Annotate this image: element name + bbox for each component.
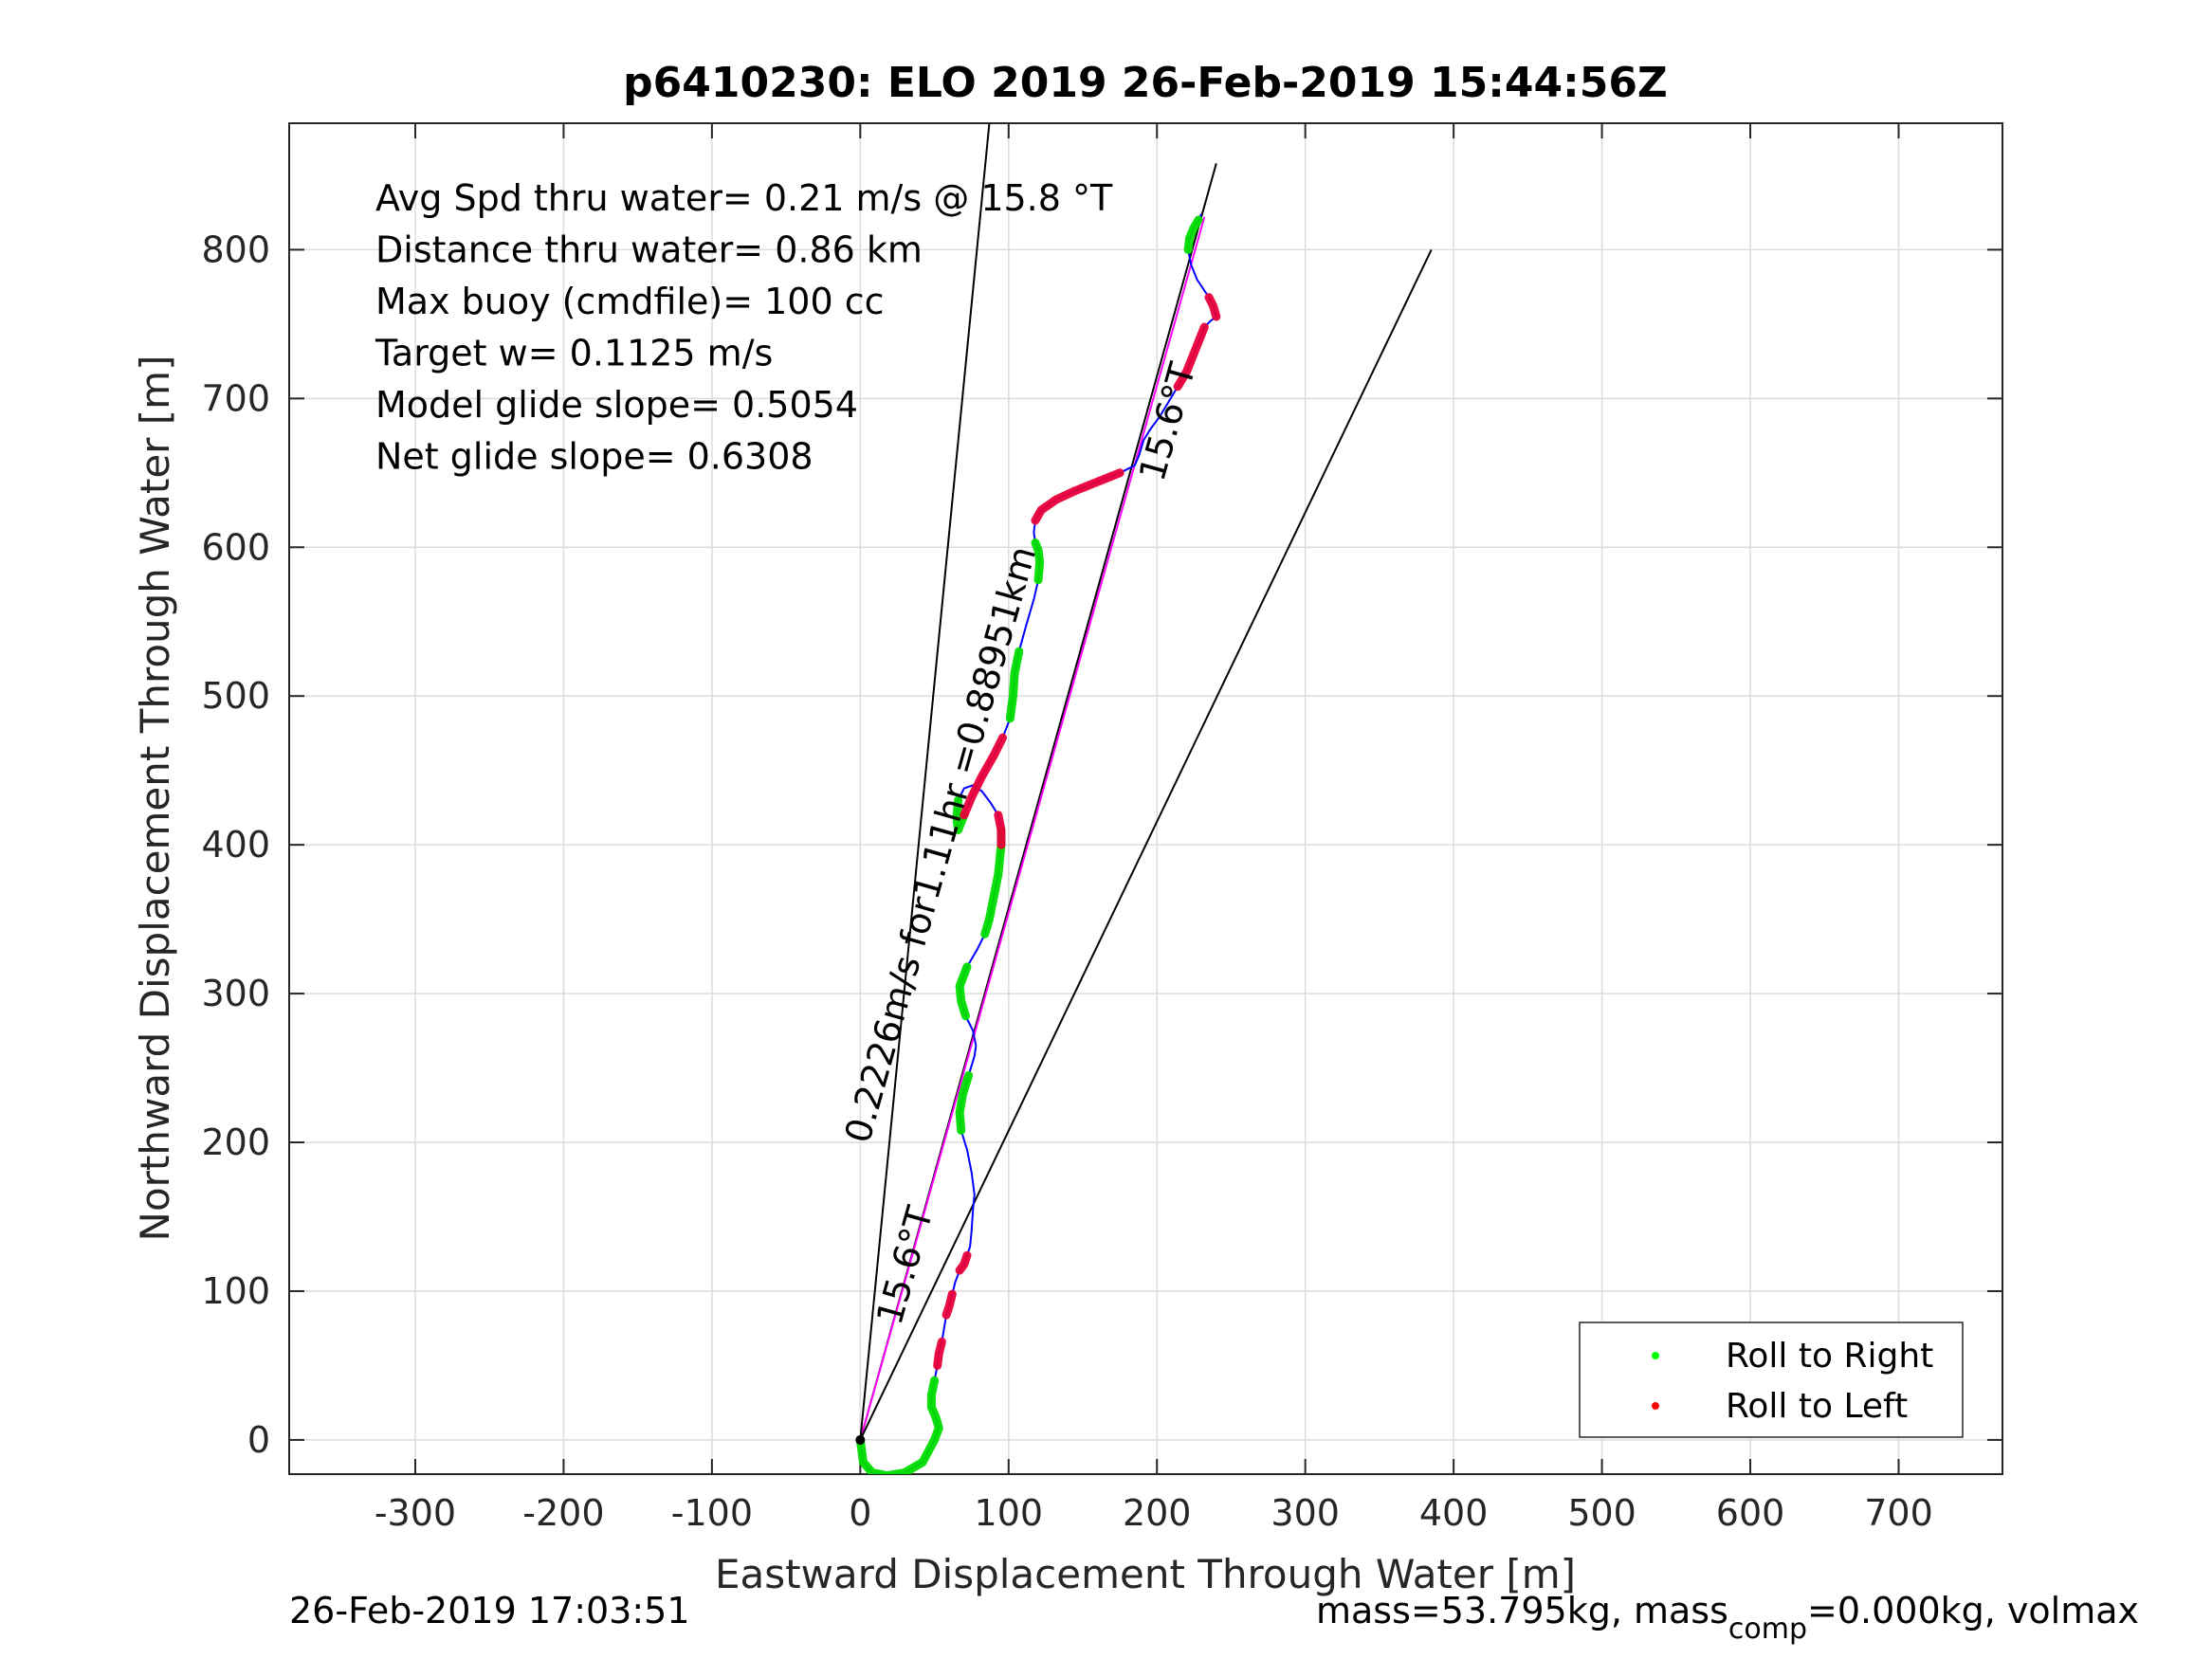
legend-marker-roll-left bbox=[1652, 1402, 1659, 1410]
x-tick-label: -300 bbox=[375, 1492, 456, 1534]
x-tick-label: 600 bbox=[1716, 1492, 1785, 1534]
info-line: Model glide slope= 0.5054 bbox=[375, 384, 858, 426]
roll-right-segment bbox=[952, 795, 969, 834]
y-tick-label: 800 bbox=[201, 228, 270, 270]
y-tick-label: 100 bbox=[201, 1270, 270, 1312]
footer-mass-subscript: comp bbox=[1728, 1613, 1807, 1646]
legend-label-roll-right: Roll to Right bbox=[1726, 1337, 1933, 1376]
y-tick-label: 0 bbox=[247, 1419, 270, 1461]
legend-label-roll-left: Roll to Left bbox=[1726, 1387, 1908, 1426]
cone-left bbox=[859, 123, 991, 1441]
info-line: Avg Spd thru water= 0.21 m/s @ 15.8 °T bbox=[375, 177, 1113, 219]
footer-mass-text: mass=53.795kg, masscomp=0.000kg, volmax bbox=[1316, 1590, 2139, 1646]
origin-marker bbox=[855, 1434, 866, 1445]
cone-right bbox=[859, 248, 1433, 1441]
roll-left-markers bbox=[933, 293, 1221, 1370]
info-text-block: Avg Spd thru water= 0.21 m/s @ 15.8 °T Di… bbox=[375, 177, 1113, 478]
y-tick-label: 300 bbox=[201, 973, 270, 1014]
roll-left-segment bbox=[960, 733, 1008, 820]
y-tick-label: 400 bbox=[201, 824, 270, 866]
legend-box bbox=[1579, 1322, 1964, 1438]
footer-mass-main: mass=53.795kg, mass bbox=[1316, 1590, 1728, 1632]
info-line: Distance thru water= 0.86 km bbox=[375, 229, 923, 271]
legend-marker-roll-right bbox=[1652, 1352, 1659, 1359]
roll-left-segment bbox=[955, 1250, 972, 1275]
footer-timestamp: 26-Feb-2019 17:03:51 bbox=[289, 1590, 690, 1632]
heading-line bbox=[859, 216, 1206, 1441]
roll-right-segment bbox=[855, 1376, 943, 1474]
x-tick-label: 0 bbox=[849, 1492, 871, 1534]
x-tick-label: -100 bbox=[671, 1492, 753, 1534]
roll-right-segment bbox=[955, 962, 972, 1021]
info-line: Target w= 0.1125 m/s bbox=[375, 333, 773, 374]
x-tick-label: -200 bbox=[522, 1492, 604, 1534]
roll-right-segment bbox=[955, 1070, 974, 1135]
x-tick-label: 300 bbox=[1271, 1492, 1340, 1534]
roll-left-segment bbox=[1204, 293, 1221, 321]
roll-left-segment bbox=[1031, 468, 1124, 525]
reference-lines bbox=[859, 123, 1433, 1441]
x-tick-label: 200 bbox=[1123, 1492, 1192, 1534]
roll-left-segment bbox=[1173, 322, 1209, 392]
axis-ticks bbox=[289, 123, 2002, 1474]
legend: Roll to Right Roll to Left bbox=[1579, 1322, 1964, 1438]
grid-lines bbox=[289, 123, 2002, 1474]
roll-left-segment bbox=[941, 1289, 957, 1320]
y-tick-label: 200 bbox=[201, 1121, 270, 1163]
info-line: Net glide slope= 0.6308 bbox=[375, 436, 814, 478]
roll-right-segment bbox=[1031, 538, 1045, 585]
x-axis-label: Eastward Displacement Through Water [m] bbox=[715, 1551, 1576, 1597]
x-tick-label: 700 bbox=[1864, 1492, 1933, 1534]
y-tick-label: 700 bbox=[201, 377, 270, 419]
roll-left-segment bbox=[933, 1337, 946, 1370]
footer-mass-rest: =0.000kg, volmax bbox=[1807, 1590, 2139, 1632]
x-tick-label: 100 bbox=[975, 1492, 1044, 1534]
y-tick-labels: 0 100 200 300 400 500 600 700 800 bbox=[201, 228, 270, 1461]
chart-title: p6410230: ELO 2019 26-Feb-2019 15:44:56Z bbox=[623, 59, 1668, 107]
x-tick-labels: -300 -200 -100 0 100 200 300 400 500 600 700 bbox=[375, 1492, 1933, 1534]
y-axis-label: Northward Displacement Through Water [m] bbox=[132, 356, 178, 1242]
x-tick-label: 400 bbox=[1419, 1492, 1489, 1534]
y-tick-label: 500 bbox=[201, 675, 270, 717]
roll-left-segment bbox=[994, 811, 1006, 849]
roll-right-segment bbox=[1005, 647, 1024, 723]
y-tick-label: 600 bbox=[201, 526, 270, 568]
plot-area-frame bbox=[288, 122, 2003, 1475]
roll-right-segment bbox=[1183, 215, 1203, 254]
x-tick-label: 500 bbox=[1567, 1492, 1636, 1534]
info-line: Max buoy (cmdfile)= 100 cc bbox=[375, 281, 885, 322]
